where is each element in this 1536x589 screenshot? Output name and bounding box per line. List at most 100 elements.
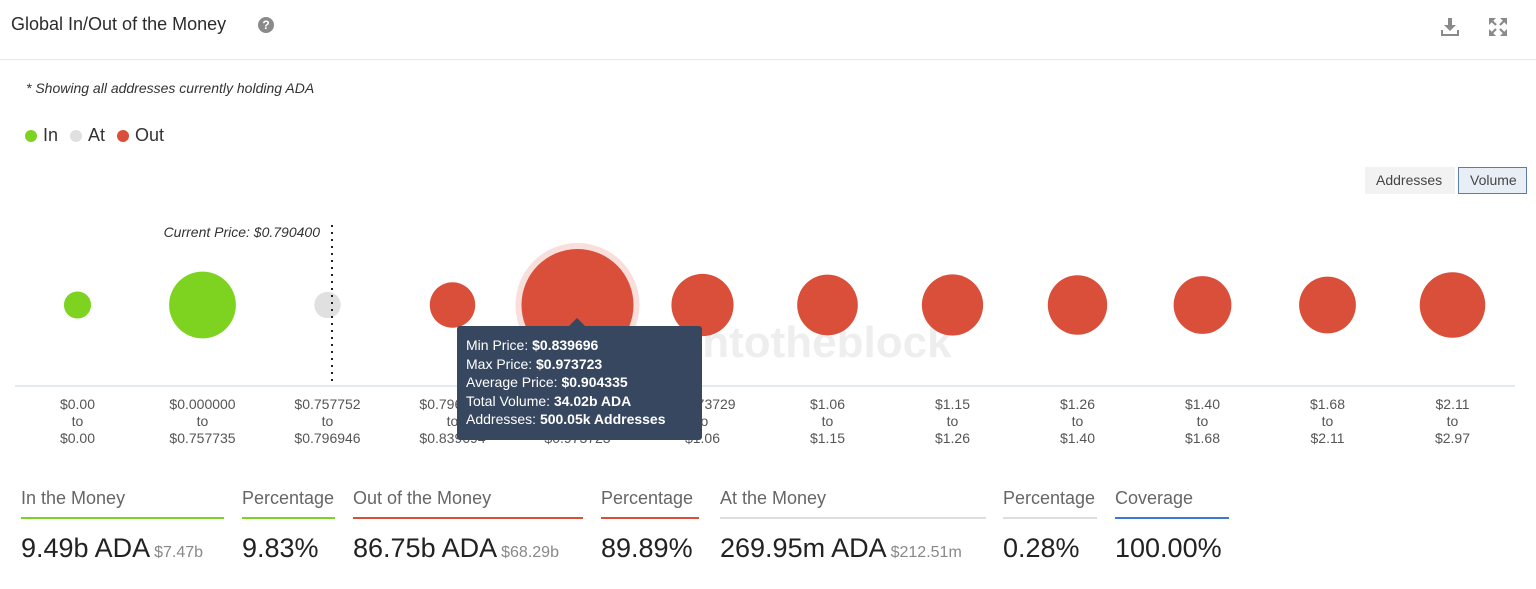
tooltip-vol-value: 34.02b ADA — [553, 392, 632, 409]
stat-value: 89.89% — [601, 533, 699, 564]
widget-header: Global In/Out of the Money ? — [0, 0, 1536, 60]
stat-block: Percentage 0.28% — [1003, 488, 1097, 564]
x-tick-mid: to — [1071, 413, 1084, 429]
stat-value-main: 269.95m ADA — [720, 533, 887, 563]
tooltip-addr-value: 500.05k Addresses — [539, 411, 666, 428]
legend-label-at: At — [88, 125, 106, 145]
stat-underline — [601, 517, 699, 519]
stat-block: Percentage 9.83% — [242, 488, 335, 564]
tooltip-min-row: Min Price: $0.839696 — [466, 336, 693, 355]
expand-icon[interactable] — [1486, 15, 1510, 39]
tooltip-vol-label: Total Volume: — [466, 392, 554, 409]
stat-value-usd: $68.29b — [501, 544, 559, 561]
tooltip-avg-row: Average Price: $0.904335 — [466, 373, 693, 392]
download-icon[interactable] — [1438, 15, 1462, 39]
holding-note: * Showing all addresses currently holdin… — [26, 80, 315, 96]
stat-value: 100.00% — [1115, 533, 1229, 564]
stat-value-main: 86.75b ADA — [353, 533, 498, 563]
volume-toggle-button[interactable]: Volume — [1458, 167, 1527, 194]
stat-block: In the Money 9.49b ADA $7.47b — [21, 488, 224, 564]
x-tick-bottom: $2.11 — [1310, 430, 1345, 446]
x-tick-mid: to — [446, 413, 459, 429]
bubble-1[interactable] — [169, 271, 236, 339]
tooltip-avg-value: $0.904335 — [561, 374, 628, 391]
tooltip-min-label: Min Price: — [466, 337, 533, 353]
x-tick-top: $1.40 — [1184, 396, 1221, 412]
x-tick-label: $1.15 to $1.26 — [893, 396, 1013, 447]
x-tick-bottom: $1.40 — [1059, 430, 1096, 446]
legend-dot-in — [25, 129, 37, 142]
tooltip-addr-row: Addresses: 500.05k Addresses — [466, 410, 693, 429]
stat-underline — [242, 517, 335, 519]
stat-label: Percentage — [601, 488, 694, 508]
bubble-8[interactable] — [1047, 275, 1108, 335]
legend-dot-at — [70, 129, 83, 142]
x-tick-bottom: $0.796946 — [294, 430, 361, 446]
legend-dot-out — [117, 129, 130, 142]
stat-value-main: 100.00% — [1115, 533, 1222, 563]
stat-value-main: 89.89% — [601, 533, 693, 563]
x-tick-label: $0.00 to $0.00 — [18, 396, 138, 447]
x-tick-top: $0.000000 — [169, 396, 236, 412]
x-tick-bottom: $0.757735 — [169, 430, 236, 446]
x-tick-bottom: $1.68 — [1184, 430, 1221, 446]
x-tick-mid: to — [1321, 413, 1334, 429]
bubble-3[interactable] — [429, 282, 476, 328]
x-tick-mid: to — [821, 413, 834, 429]
stat-underline — [1115, 517, 1229, 519]
bubble-2[interactable] — [314, 291, 341, 319]
x-tick-top: $0.757752 — [294, 396, 361, 412]
x-tick-label: $1.26 to $1.40 — [1018, 396, 1138, 447]
stat-underline — [353, 517, 583, 519]
bubble-chart: intotheblock Current Price: $0.790400 — [15, 224, 1515, 387]
x-tick-label: $0.000000 to $0.757735 — [143, 396, 263, 447]
addresses-toggle-button[interactable]: Addresses — [1365, 167, 1455, 194]
legend-item-at[interactable]: At — [70, 125, 105, 146]
bubble-tooltip: Min Price: $0.839696 Max Price: $0.97372… — [457, 326, 702, 440]
x-tick-mid: to — [696, 413, 709, 429]
legend-item-out[interactable]: Out — [117, 125, 164, 146]
x-tick-top: $0.00 — [59, 396, 96, 412]
tooltip-max-label: Max Price: — [466, 355, 537, 372]
bubble-6[interactable] — [797, 274, 858, 336]
x-tick-top: $1.06 — [809, 396, 846, 412]
chart-legend: In At Out — [25, 125, 164, 146]
x-tick-label: $1.40 to $1.68 — [1143, 396, 1263, 447]
stat-block: At the Money 269.95m ADA $212.51m — [720, 488, 986, 564]
bubble-9[interactable] — [1173, 276, 1232, 334]
x-tick-label: $1.68 to $2.11 — [1268, 396, 1388, 447]
bubble-7[interactable] — [921, 274, 984, 336]
stat-value: 9.49b ADA $7.47b — [21, 533, 224, 564]
tooltip-vol-row: Total Volume: 34.02b ADA — [466, 392, 693, 411]
stat-label: Coverage — [1115, 488, 1194, 508]
x-tick-mid: to — [1446, 413, 1459, 429]
stat-value: 9.83% — [242, 533, 335, 564]
tooltip-arrow — [569, 318, 585, 326]
legend-item-in[interactable]: In — [25, 125, 58, 146]
stat-value-main: 9.83% — [242, 533, 319, 563]
stat-value: 86.75b ADA $68.29b — [353, 533, 583, 564]
stat-value-main: 0.28% — [1003, 533, 1080, 563]
legend-label-out: Out — [135, 125, 165, 145]
bubble-0[interactable] — [63, 291, 92, 319]
x-tick-mid: to — [71, 413, 84, 429]
x-tick-mid: to — [946, 413, 959, 429]
stat-label: Percentage — [1003, 488, 1096, 508]
x-tick-top: $1.26 — [1059, 396, 1096, 412]
stat-value-usd: $212.51m — [890, 544, 962, 561]
bubble-5[interactable] — [671, 273, 734, 337]
widget-title: Global In/Out of the Money — [11, 14, 227, 34]
x-tick-label: $2.11 to $2.97 — [1393, 396, 1513, 447]
stat-label: At the Money — [720, 488, 827, 508]
current-price-label: Current Price: $0.790400 — [164, 224, 321, 240]
tooltip-addr-label: Addresses: — [466, 411, 540, 428]
tooltip-min-value: $0.839696 — [532, 337, 599, 353]
stat-label: Out of the Money — [353, 488, 492, 508]
tooltip-max-value: $0.973723 — [536, 355, 603, 372]
bubble-10[interactable] — [1299, 276, 1356, 334]
stat-underline — [720, 517, 986, 519]
bubble-11[interactable] — [1419, 272, 1486, 338]
question-circle-icon[interactable]: ? — [258, 17, 274, 33]
stat-label: In the Money — [21, 488, 126, 508]
x-tick-bottom: $1.15 — [809, 430, 846, 446]
